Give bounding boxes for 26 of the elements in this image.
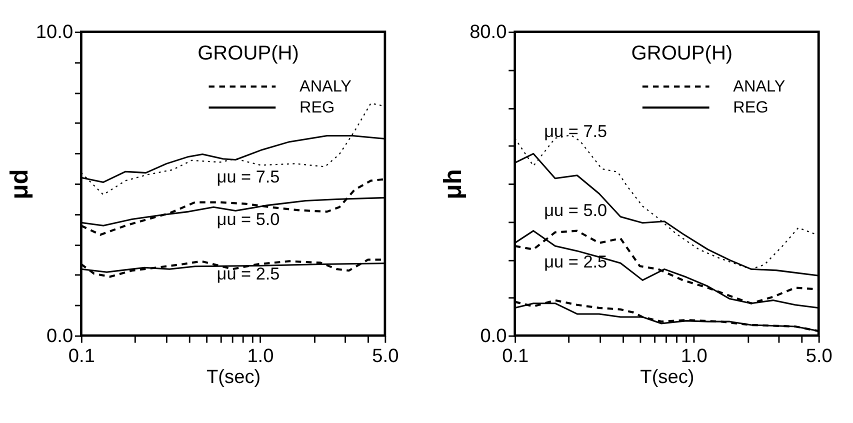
annotation: μu = 2.5: [544, 251, 608, 272]
legend-label: ANALY: [733, 77, 786, 96]
annotation: μu = 7.5: [216, 166, 280, 186]
x-tick-label: 5.0: [372, 346, 399, 367]
y-tick-label: 0.0: [480, 326, 507, 347]
y-axis-title: μh: [440, 169, 467, 200]
x-tick-label: 0.1: [502, 346, 529, 367]
text: GROUP(H): [198, 42, 299, 65]
annotation: μu = 7.5: [544, 120, 608, 141]
legend-label: REG: [300, 98, 335, 116]
y-axis-title: μd: [6, 169, 34, 200]
y-tick-label: 10.0: [36, 22, 74, 44]
x-tick-label: 1.0: [247, 346, 274, 367]
x-tick-label: 1.0: [680, 346, 708, 367]
annotation: μu = 2.5: [216, 264, 280, 284]
text: GROUP(H): [631, 42, 733, 65]
x-axis-title: T(sec): [206, 366, 261, 388]
x-tick-label: 5.0: [806, 346, 832, 367]
annotation: μu = 5.0: [216, 208, 280, 229]
y-tick-label: 0.0: [46, 326, 74, 347]
legend-label: REG: [733, 98, 768, 116]
legend-label: ANALY: [300, 77, 352, 96]
x-axis-title: T(sec): [640, 366, 694, 388]
x-tick-label: 0.1: [68, 346, 95, 367]
y-tick-label: 80.0: [470, 22, 507, 44]
annotation: μu = 5.0: [544, 200, 608, 220]
